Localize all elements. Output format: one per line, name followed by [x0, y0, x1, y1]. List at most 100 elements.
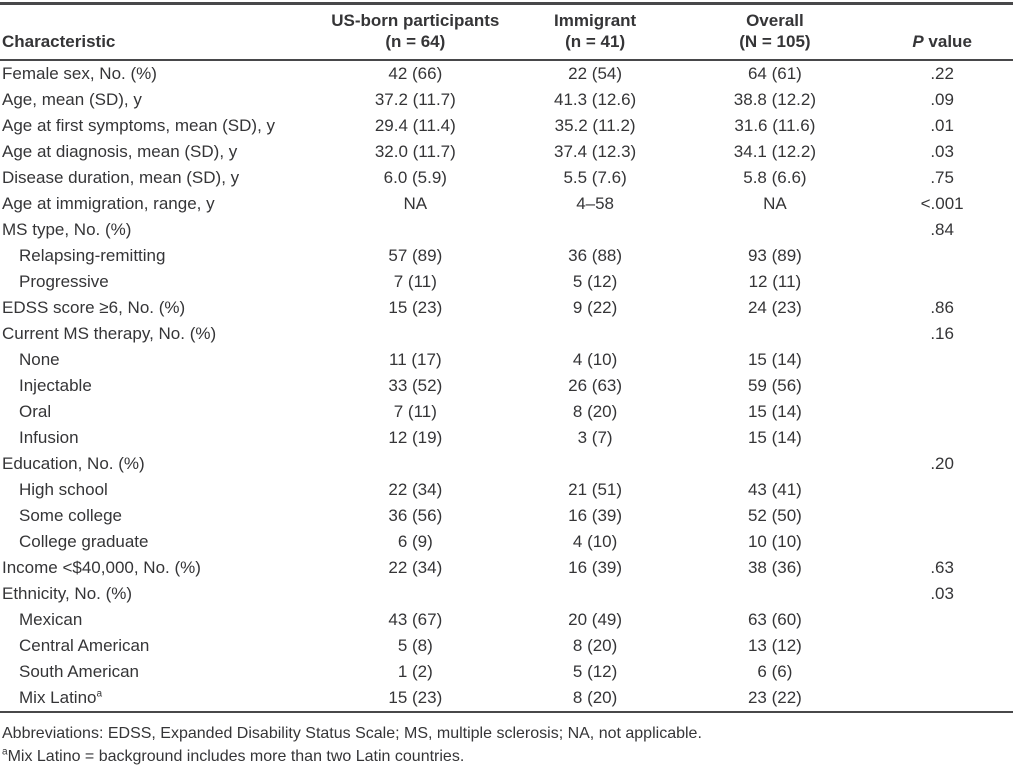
cell-immigrant: 22 (54) — [568, 64, 623, 83]
cell-us-born: 7 (11) — [393, 272, 437, 291]
cell-overall: 93 (89) — [747, 246, 802, 265]
cell-us-born: 6.0 (5.9) — [383, 168, 447, 187]
cell-us-born: 37.2 (11.7) — [374, 90, 456, 109]
table-body: Female sex, No. (%) 42 (66) 22 (54) 64 (61)… — [0, 60, 1013, 713]
cell-immigrant — [522, 321, 669, 347]
row-label: Progressive — [19, 272, 109, 291]
cell-immigrant: 35.2 (11.2) — [554, 116, 636, 135]
table-footnotes: Abbreviations: EDSS, Expanded Disability… — [0, 713, 1013, 768]
row-label: Ethnicity, No. (%) — [2, 584, 133, 603]
cell-p-value — [881, 607, 1013, 633]
cell-overall: 63 (60) — [747, 610, 802, 629]
cell-p-value — [881, 347, 1013, 373]
cell-us-born: 22 (34) — [388, 558, 443, 577]
table-row: Injectable 33 (52) 26 (63) 59 (56) — [0, 373, 1013, 399]
cell-us-born — [309, 321, 522, 347]
cell-us-born: 11 (17) — [389, 350, 442, 369]
table-row: Progressive 7 (11) 5 (12) 12 (11) — [0, 269, 1013, 295]
cell-p-value: .20 — [930, 454, 954, 473]
footnote-marker: a — [96, 688, 103, 700]
table-row: EDSS score ≥6, No. (%) 15 (23) 9 (22) 24 (2… — [0, 295, 1013, 321]
cell-overall: 34.1 (12.2) — [733, 142, 817, 161]
footnote-marker: a — [2, 746, 8, 758]
cell-overall — [669, 581, 882, 607]
cell-immigrant — [522, 451, 669, 477]
cell-immigrant: 8 (20) — [572, 636, 618, 655]
cell-immigrant: 5.5 (7.6) — [563, 168, 627, 187]
cell-p-value — [881, 399, 1013, 425]
cell-immigrant: 41.3 (12.6) — [553, 90, 637, 109]
p-rest: value — [923, 32, 972, 51]
cell-p-value: .03 — [930, 584, 954, 603]
abbreviations-note: Abbreviations: EDSS, Expanded Disability… — [2, 725, 702, 742]
table-row: Mix Latinoa 15 (23) 8 (20) 23 (22) — [0, 685, 1013, 713]
p-italic: P — [912, 32, 924, 51]
cell-p-value — [881, 243, 1013, 269]
row-label: Income <$40,000, No. (%) — [2, 558, 201, 577]
row-label: Central American — [19, 636, 150, 655]
cell-immigrant: 3 (7) — [577, 428, 613, 447]
cell-us-born — [309, 217, 522, 243]
row-label: High school — [19, 480, 108, 499]
cell-immigrant — [522, 581, 669, 607]
cell-overall: 10 (10) — [747, 532, 802, 551]
cell-overall: 59 (56) — [747, 376, 802, 395]
cell-immigrant: 16 (39) — [568, 506, 623, 525]
cell-p-value — [881, 633, 1013, 659]
cell-overall: 43 (41) — [747, 480, 802, 499]
cell-p-value — [881, 269, 1013, 295]
cell-overall — [669, 451, 882, 477]
row-label: EDSS score ≥6, No. (%) — [2, 298, 186, 317]
cell-overall: NA — [763, 194, 787, 213]
cell-immigrant: 8 (20) — [572, 402, 618, 421]
cell-overall: 15 (14) — [747, 428, 802, 447]
cell-p-value — [881, 685, 1013, 713]
cell-overall: 38 (36) — [747, 558, 802, 577]
table-row: South American 1 (2) 5 (12) 6 (6) — [0, 659, 1013, 685]
cell-immigrant: 36 (88) — [568, 246, 623, 265]
cell-us-born: 32.0 (11.7) — [374, 142, 456, 161]
row-label: College graduate — [19, 532, 149, 551]
table-row: Central American 5 (8) 8 (20) 13 (12) — [0, 633, 1013, 659]
row-label: Age at diagnosis, mean (SD), y — [2, 142, 238, 161]
column-header-overall: Overall (N = 105) — [668, 3, 882, 61]
table-row: Age at first symptoms, mean (SD), y 29.4 … — [0, 113, 1013, 139]
cell-p-value — [881, 659, 1013, 685]
table-row: Relapsing-remitting 57 (89) 36 (88) 93 (89) — [0, 243, 1013, 269]
row-label: Education, No. (%) — [2, 454, 145, 473]
row-label: Age at first symptoms, mean (SD), y — [2, 116, 276, 135]
cell-overall: 31.6 (11.6) — [734, 116, 816, 135]
cell-immigrant: 4 (10) — [572, 532, 618, 551]
row-label: South American — [19, 662, 140, 681]
cell-us-born: 22 (34) — [388, 480, 443, 499]
cell-us-born: 7 (11) — [393, 402, 437, 421]
cell-p-value: .09 — [930, 90, 954, 109]
row-label: Age at immigration, range, y — [2, 194, 215, 213]
table-row: Mexican 43 (67) 20 (49) 63 (60) — [0, 607, 1013, 633]
header-line1: Overall — [746, 11, 804, 30]
cell-overall: 15 (14) — [747, 350, 802, 369]
cell-overall: 52 (50) — [747, 506, 802, 525]
row-label: Mexican — [19, 610, 83, 629]
table-row: Age, mean (SD), y 37.2 (11.7) 41.3 (12.6) 3… — [0, 87, 1013, 113]
cell-overall: 24 (23) — [747, 298, 802, 317]
footnote-text: Mix Latino = background includes more th… — [7, 748, 465, 765]
table-row: MS type, No. (%) .84 — [0, 217, 1013, 243]
cell-immigrant — [522, 217, 669, 243]
row-label: Injectable — [19, 376, 92, 395]
cell-immigrant: 5 (12) — [572, 272, 618, 291]
cell-overall: 64 (61) — [747, 64, 802, 83]
cell-overall: 13 (12) — [747, 636, 802, 655]
cell-p-value — [881, 425, 1013, 451]
cell-us-born: 5 (8) — [397, 636, 433, 655]
table-row: Education, No. (%) .20 — [0, 451, 1013, 477]
cell-us-born: NA — [403, 194, 428, 213]
row-label: Disease duration, mean (SD), y — [2, 168, 240, 187]
column-header-characteristic: Characteristic — [0, 3, 309, 61]
cell-us-born: 43 (67) — [388, 610, 443, 629]
cell-p-value: .03 — [930, 142, 954, 161]
cell-immigrant: 20 (49) — [568, 610, 623, 629]
cell-us-born: 33 (52) — [388, 376, 443, 395]
table-row: College graduate 6 (9) 4 (10) 10 (10) — [0, 529, 1013, 555]
table-row: Age at diagnosis, mean (SD), y 32.0 (11.7… — [0, 139, 1013, 165]
